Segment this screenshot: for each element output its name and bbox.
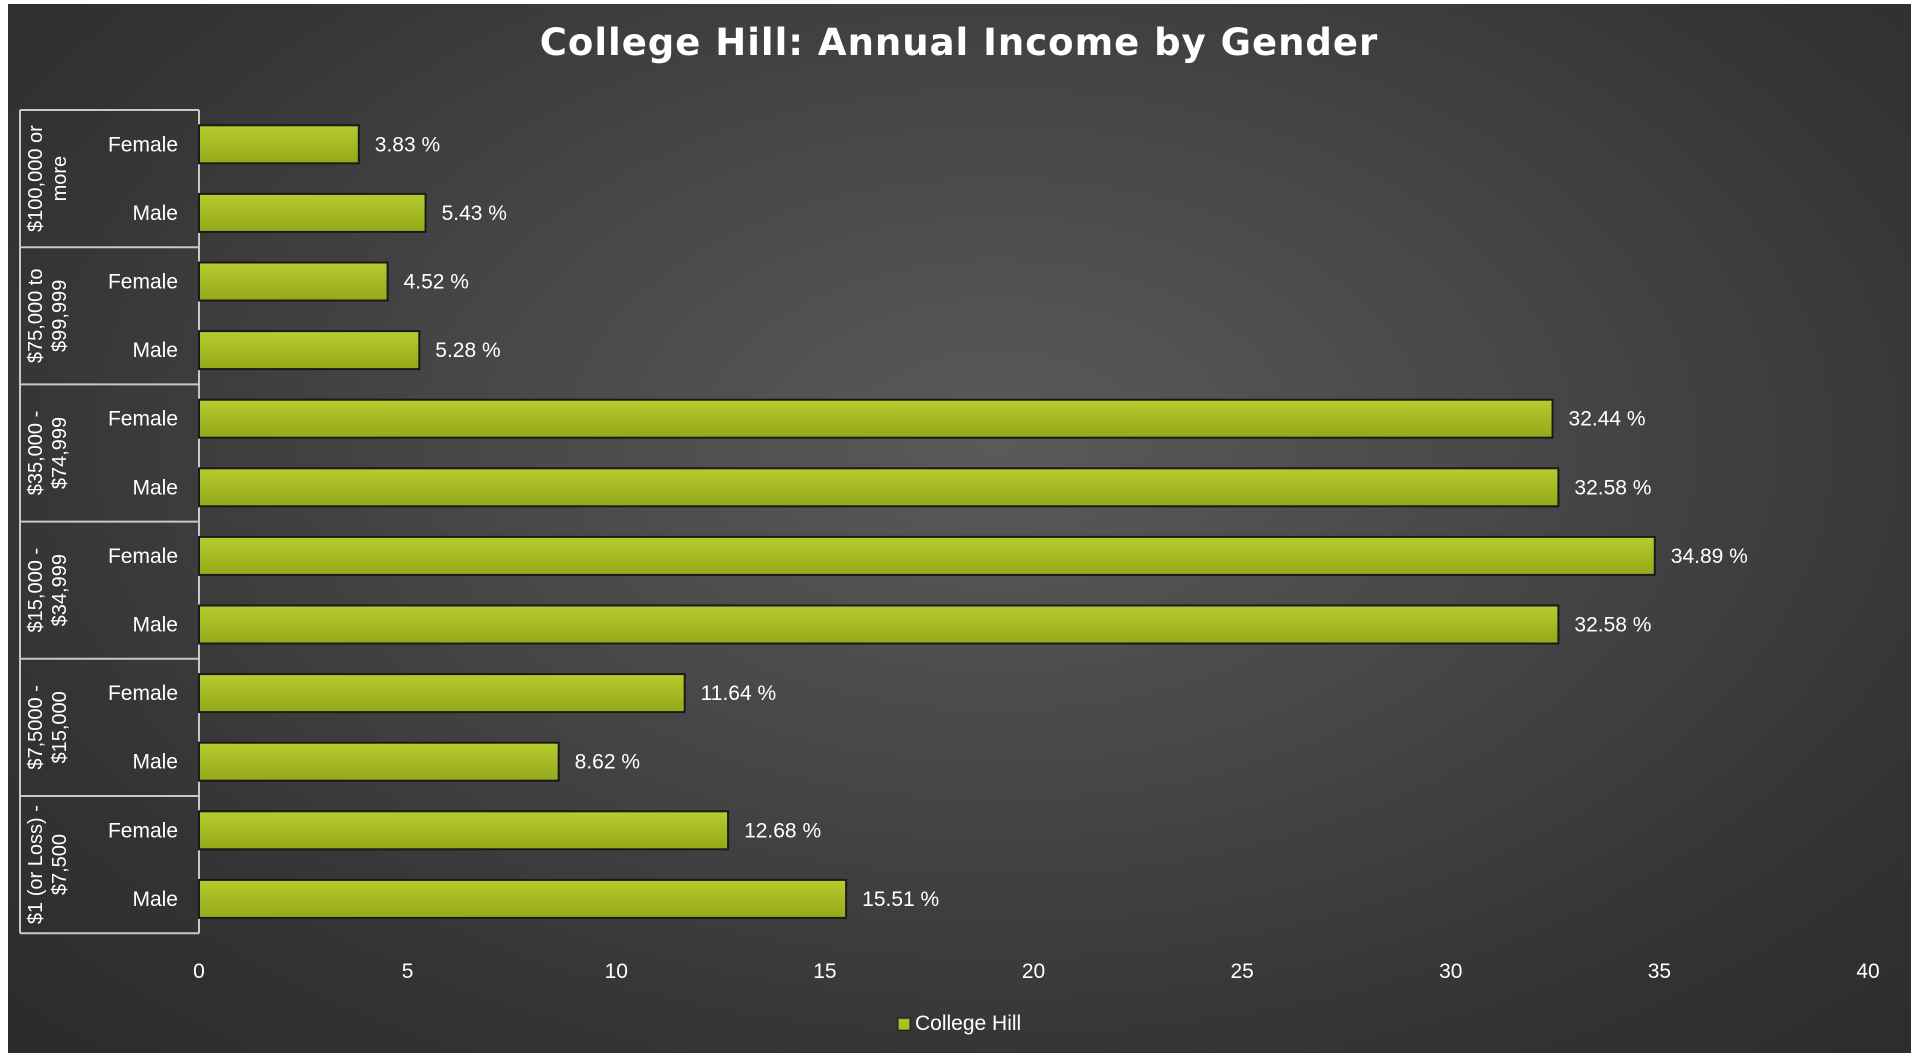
chart-area: College Hill: Annual Income by Gender 0 5… (8, 4, 1911, 1053)
chart-title: College Hill: Annual Income by Gender (540, 21, 1378, 64)
legend: College Hill (897, 1012, 1021, 1035)
data-label: 34.89 % (1671, 545, 1748, 568)
data-label: 11.64 % (701, 682, 777, 705)
legend-label: College Hill (915, 1012, 1021, 1035)
category-label: Male (132, 751, 178, 774)
category-label: Female (108, 545, 178, 568)
data-label: 5.28 % (435, 339, 500, 362)
category-label: Female (108, 133, 178, 156)
category-label: Female (108, 682, 178, 705)
category-label: Female (108, 819, 178, 842)
group-label: $100,000 or more (25, 125, 71, 232)
bar (198, 261, 389, 302)
group-label: $15,000 - $34,999 (25, 548, 71, 633)
bar (198, 604, 1560, 645)
category-label: Male (132, 476, 178, 499)
x-tick-label: 35 (1648, 960, 1671, 983)
x-tick-label: 0 (193, 960, 205, 983)
axes: 0 5 10 15 20 25 30 35 40 $100,000 or more Female Mal… (19, 109, 1880, 983)
group-label: $7,5000 - $15,000 (25, 685, 71, 770)
category-label: Male (132, 202, 178, 225)
x-tick-label: 15 (813, 960, 836, 983)
data-label: 3.83 % (375, 133, 440, 156)
bar (198, 124, 360, 165)
bar (198, 398, 1554, 439)
data-label: 15.51 % (862, 888, 939, 911)
category-label: Male (132, 888, 178, 911)
x-tick-label: 25 (1230, 960, 1253, 983)
category-label: Male (132, 614, 178, 637)
bar (198, 192, 427, 233)
x-tick-label: 20 (1022, 960, 1045, 983)
bar (198, 741, 560, 782)
data-label: 4.52 % (404, 271, 469, 294)
legend-swatch (897, 1017, 911, 1031)
data-label: 12.68 % (744, 819, 821, 842)
data-labels: 3.83 % 5.43 % 4.52 % 5.28 % 32.44 % 32.58 % 34… (375, 133, 1748, 911)
data-label: 32.58 % (1574, 476, 1651, 499)
group-label: $75,000 to $99,999 (25, 269, 71, 364)
bar (198, 535, 1656, 576)
group-label: $35,000 - $74,999 (25, 411, 71, 496)
x-tick-label: 10 (605, 960, 628, 983)
category-label: Male (132, 339, 178, 362)
x-tick-label: 5 (402, 960, 414, 983)
bar (198, 467, 1560, 508)
group-label: $1 (or Loss) - $7,500 (25, 805, 71, 924)
x-tick-label: 30 (1439, 960, 1462, 983)
category-label: Female (108, 408, 178, 431)
bar-chart: College Hill: Annual Income by Gender 0 5… (19, 21, 1880, 1035)
x-tick-label: 40 (1856, 960, 1879, 983)
category-label: Female (108, 271, 178, 294)
bar (198, 330, 421, 371)
bars (198, 124, 1656, 919)
data-label: 32.58 % (1574, 614, 1651, 637)
data-label: 8.62 % (575, 751, 640, 774)
bar (198, 810, 730, 851)
data-label: 32.44 % (1569, 408, 1646, 431)
bar (198, 673, 686, 714)
bar (198, 878, 848, 919)
data-label: 5.43 % (442, 202, 507, 225)
